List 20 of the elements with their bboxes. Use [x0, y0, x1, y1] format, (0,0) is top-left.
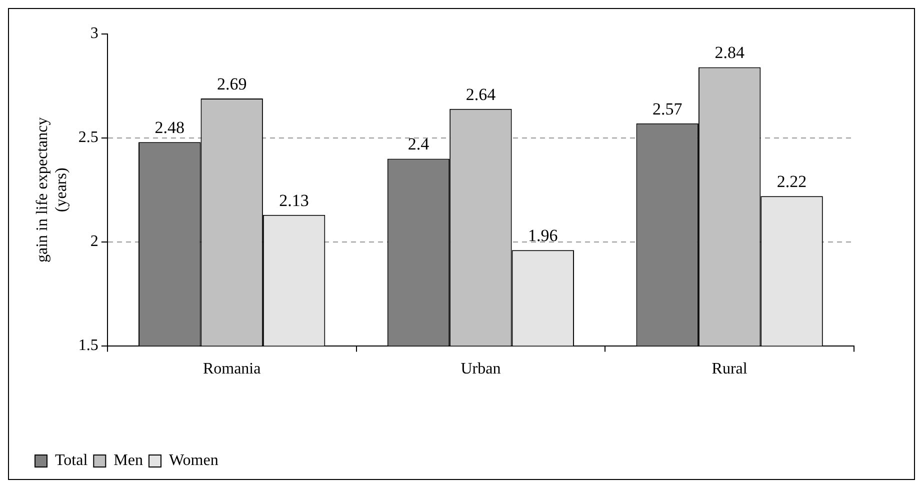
- data-label: 2.48: [154, 118, 184, 138]
- data-label: 1.96: [528, 226, 558, 246]
- y-tick-label: 2: [90, 233, 98, 250]
- y-tick-label: 1.5: [78, 337, 98, 354]
- data-label: 2.13: [279, 190, 309, 210]
- x-tick-label: Romania: [202, 360, 261, 378]
- x-tick-label: Urban: [460, 360, 501, 378]
- data-label: 2.4: [408, 134, 430, 154]
- data-label: 2.22: [776, 172, 807, 192]
- y-axis-title: gain in life expectancy (years): [34, 117, 70, 263]
- x-tick-label: Rural: [712, 360, 748, 378]
- legend-label: Women: [168, 452, 218, 470]
- data-label: 2.64: [466, 84, 496, 104]
- legend-label: Total: [55, 452, 88, 470]
- data-label: 2.57: [652, 99, 683, 118]
- legend-label: Men: [114, 452, 143, 470]
- y-tick-label: 2.5: [78, 129, 98, 146]
- y-tick-label: 3: [90, 25, 98, 42]
- data-label: 2.69: [216, 74, 247, 94]
- data-label: 2.84: [714, 43, 745, 62]
